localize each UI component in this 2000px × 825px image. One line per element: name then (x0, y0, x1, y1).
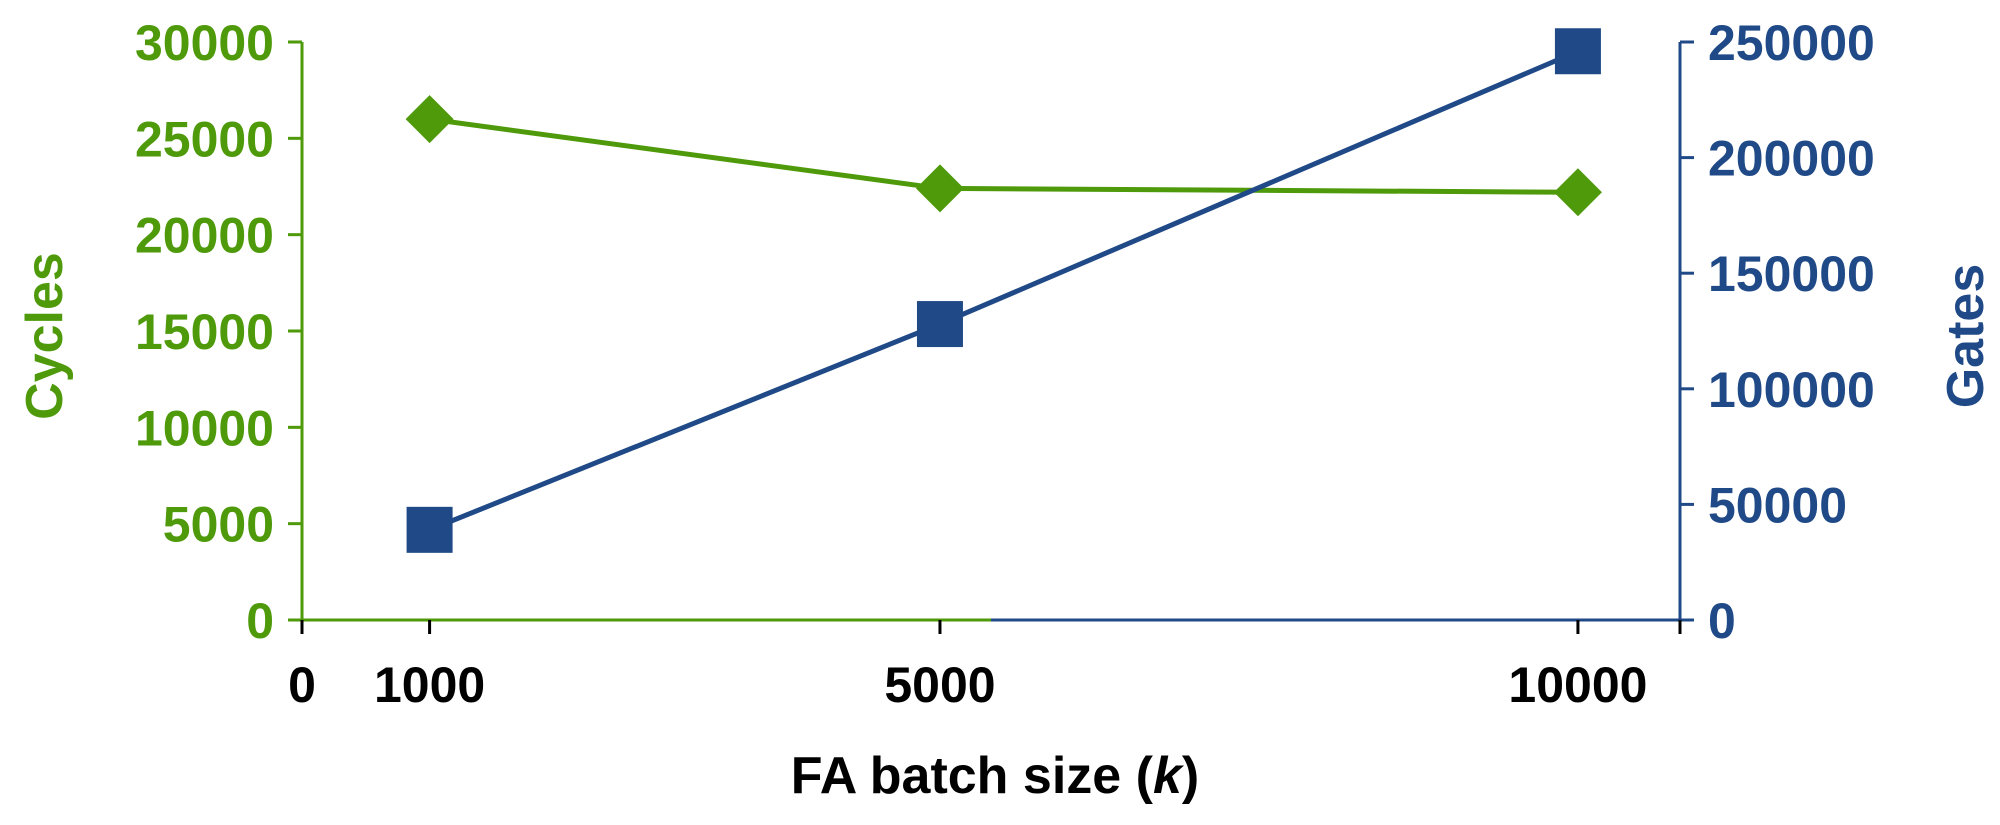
right-axis-tick-label: 100000 (1708, 362, 1875, 418)
left-axis-tick-label: 10000 (135, 400, 274, 456)
series-line-left (429, 116, 1578, 195)
diamond-marker (405, 95, 454, 144)
x-axis-title: FA batch size (k) (791, 747, 1199, 805)
square-marker (916, 301, 963, 348)
x-axis-title-text: FA batch size ( (791, 747, 1154, 805)
x-axis-title-close: ) (1182, 747, 1199, 805)
left-axis-tick-label: 15000 (135, 304, 274, 360)
left-axis-tick-label: 30000 (135, 15, 274, 71)
axes-layer: 0500010000150002000025000300000500001000… (135, 15, 1875, 713)
labels-layer: Cycles Gates FA batch size (k) (16, 252, 1995, 805)
diamond-marker (915, 164, 964, 213)
x-axis-tick-label: 5000 (884, 657, 995, 713)
left-axis-title: Cycles (16, 252, 74, 420)
x-axis-title-variable: k (1153, 747, 1185, 805)
square-marker (1554, 28, 1601, 75)
left-axis-tick-label: 0 (246, 593, 274, 649)
right-axis-title: Gates (1937, 264, 1995, 409)
right-axis-tick-label: 200000 (1708, 131, 1875, 187)
left-axis-tick-label: 25000 (135, 111, 274, 167)
right-axis-tick-label: 150000 (1708, 246, 1875, 302)
right-axis-tick-label: 50000 (1708, 477, 1847, 533)
left-axis-tick-label: 5000 (163, 497, 274, 553)
right-axis-tick-label: 250000 (1708, 15, 1875, 71)
x-axis-tick-label: 10000 (1508, 657, 1647, 713)
x-axis-tick-label: 0 (288, 657, 316, 713)
left-axis-tick-label: 20000 (135, 208, 274, 264)
series-layer (405, 28, 1602, 553)
square-marker (406, 506, 453, 553)
x-axis-tick-label: 1000 (374, 657, 485, 713)
right-axis-tick-label: 0 (1708, 593, 1736, 649)
series-line-right (428, 48, 1579, 533)
diamond-marker (1553, 168, 1602, 217)
